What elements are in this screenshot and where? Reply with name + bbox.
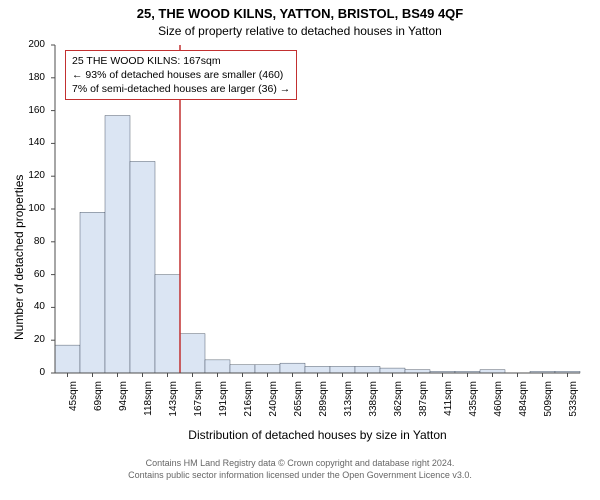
x-tick-label: 143sqm bbox=[168, 381, 179, 431]
y-tick-label: 0 bbox=[0, 367, 45, 378]
x-tick-label: 94sqm bbox=[118, 381, 129, 431]
y-axis-label: Number of detached properties bbox=[12, 175, 26, 340]
histogram-bar bbox=[55, 345, 80, 373]
x-tick-label: 313sqm bbox=[343, 381, 354, 431]
histogram-bar bbox=[80, 212, 105, 373]
x-tick-label: 362sqm bbox=[393, 381, 404, 431]
x-tick-label: 265sqm bbox=[293, 381, 304, 431]
histogram-bar bbox=[280, 363, 305, 373]
footer-line-1: Contains HM Land Registry data © Crown c… bbox=[0, 458, 600, 468]
y-tick-label: 180 bbox=[0, 72, 45, 83]
histogram-bar bbox=[230, 365, 255, 373]
x-tick-label: 45sqm bbox=[68, 381, 79, 431]
x-tick-label: 484sqm bbox=[518, 381, 529, 431]
x-tick-label: 460sqm bbox=[493, 381, 504, 431]
y-tick-label: 100 bbox=[0, 203, 45, 214]
x-tick-label: 387sqm bbox=[418, 381, 429, 431]
x-tick-label: 338sqm bbox=[368, 381, 379, 431]
histogram-bar bbox=[130, 161, 155, 373]
y-tick-label: 60 bbox=[0, 269, 45, 280]
y-tick-label: 120 bbox=[0, 170, 45, 181]
annotation-line-2: ← 93% of detached houses are smaller (46… bbox=[72, 68, 290, 82]
histogram-bar bbox=[180, 334, 205, 373]
x-tick-label: 69sqm bbox=[93, 381, 104, 431]
chart-container: 25, THE WOOD KILNS, YATTON, BRISTOL, BS4… bbox=[0, 0, 600, 500]
y-tick-label: 80 bbox=[0, 236, 45, 247]
histogram-bar bbox=[330, 366, 355, 373]
x-tick-label: 289sqm bbox=[318, 381, 329, 431]
x-tick-label: 167sqm bbox=[193, 381, 204, 431]
annotation-line-1: 25 THE WOOD KILNS: 167sqm bbox=[72, 54, 290, 68]
x-axis-label: Distribution of detached houses by size … bbox=[55, 428, 580, 442]
chart-subtitle: Size of property relative to detached ho… bbox=[0, 24, 600, 38]
histogram-bar bbox=[380, 368, 405, 373]
histogram-bar bbox=[205, 360, 230, 373]
x-tick-label: 435sqm bbox=[468, 381, 479, 431]
x-tick-label: 118sqm bbox=[143, 381, 154, 431]
y-tick-label: 160 bbox=[0, 105, 45, 116]
x-tick-label: 240sqm bbox=[268, 381, 279, 431]
x-tick-label: 509sqm bbox=[543, 381, 554, 431]
histogram-bar bbox=[305, 366, 330, 373]
annotation-line-3: 7% of semi-detached houses are larger (3… bbox=[72, 82, 290, 96]
histogram-bar bbox=[255, 365, 280, 373]
y-tick-label: 40 bbox=[0, 301, 45, 312]
x-tick-label: 533sqm bbox=[568, 381, 579, 431]
histogram-bar bbox=[355, 366, 380, 373]
y-tick-label: 140 bbox=[0, 137, 45, 148]
x-tick-label: 411sqm bbox=[443, 381, 454, 431]
histogram-bar bbox=[105, 116, 130, 373]
annotation-box: 25 THE WOOD KILNS: 167sqm ← 93% of detac… bbox=[65, 50, 297, 100]
y-tick-label: 20 bbox=[0, 334, 45, 345]
chart-title: 25, THE WOOD KILNS, YATTON, BRISTOL, BS4… bbox=[0, 6, 600, 21]
histogram-bar bbox=[155, 275, 180, 373]
y-tick-label: 200 bbox=[0, 39, 45, 50]
footer-line-2: Contains public sector information licen… bbox=[0, 470, 600, 480]
x-tick-label: 191sqm bbox=[218, 381, 229, 431]
x-tick-label: 216sqm bbox=[243, 381, 254, 431]
